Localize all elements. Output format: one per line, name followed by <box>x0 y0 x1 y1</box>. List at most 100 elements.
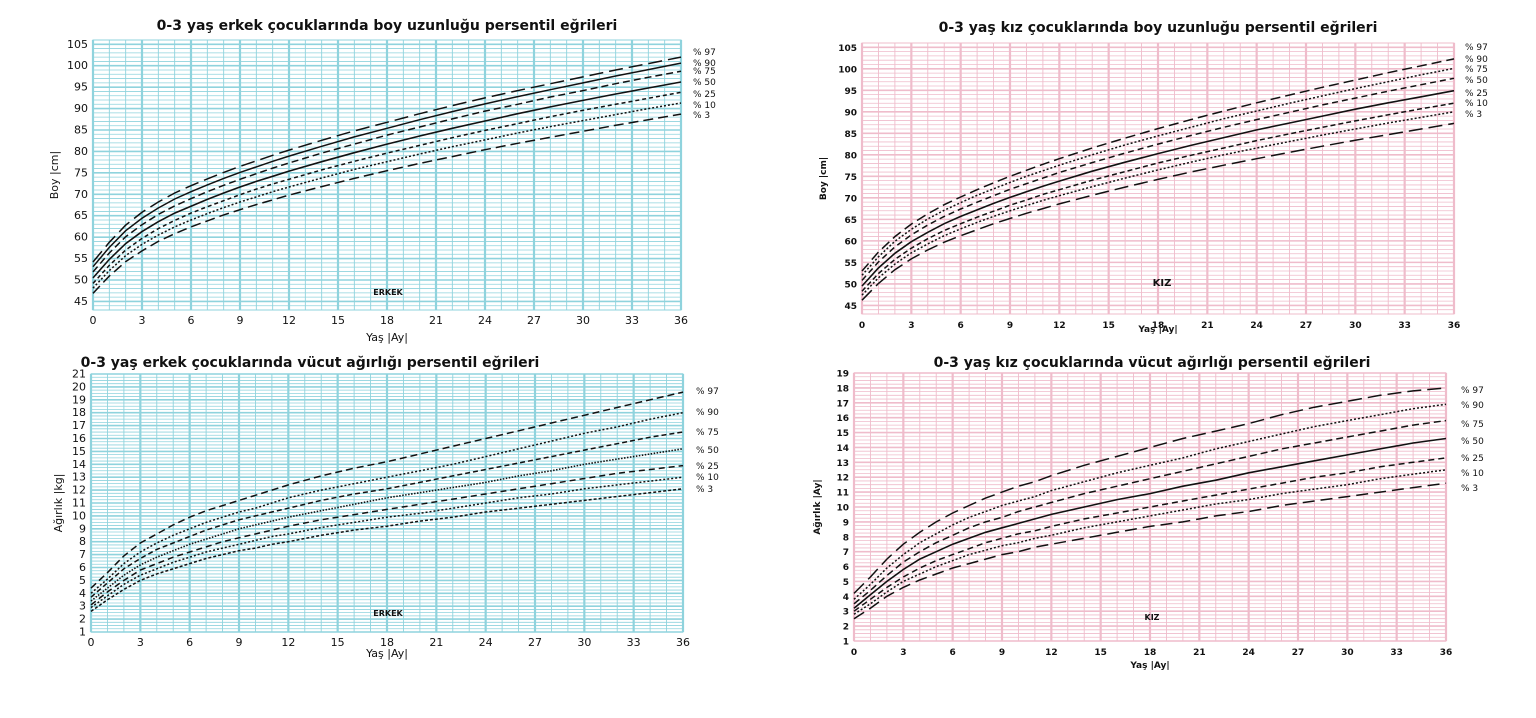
y-tick-label: 12 <box>836 474 849 484</box>
y-tick-label: 70 <box>74 188 88 201</box>
series-line-pp50 <box>861 89 1455 287</box>
legend-label: % 10 <box>1465 99 1488 109</box>
x-tick-label: 15 <box>1102 321 1115 331</box>
x-tick-label: 24 <box>1242 648 1255 658</box>
legend-label: % 97 <box>693 48 716 58</box>
y-tick-label: 19 <box>836 370 849 380</box>
y-tick-label: 45 <box>844 302 857 312</box>
x-axis-label: Yaş |Ay| <box>1129 661 1169 671</box>
series-line-pp50 <box>853 437 1447 609</box>
x-tick-label: 9 <box>1007 321 1013 331</box>
chart-boy-erkek-svg: 0-3 yaş erkek çocuklarında boy uzunluğu … <box>48 18 716 344</box>
y-tick-label: 75 <box>74 166 88 179</box>
y-tick-label: 10 <box>836 504 849 514</box>
y-tick-label: 80 <box>74 145 88 158</box>
y-tick-label: 13 <box>72 471 86 484</box>
chart-boy-kiz-svg: 0-3 yaş kız çocuklarında boy uzunluğu pe… <box>819 20 1488 335</box>
y-tick-label: 55 <box>844 259 857 269</box>
y-tick-label: 5 <box>79 574 86 587</box>
series-line-pp97 <box>90 391 684 589</box>
legend-label: % 97 <box>1465 43 1488 53</box>
x-tick-label: 0 <box>859 321 865 331</box>
x-tick-label: 0 <box>88 636 95 649</box>
x-tick-label: 6 <box>188 314 195 327</box>
legend-label: % 75 <box>696 428 719 438</box>
y-tick-label: 60 <box>74 231 88 244</box>
y-tick-label: 16 <box>836 414 849 424</box>
chart-boy-erkek: 0-3 yaş erkek çocuklarında boy uzunluğu … <box>0 0 760 350</box>
grid <box>89 373 685 633</box>
y-tick-label: 3 <box>843 608 849 618</box>
chart-title: 0-3 yaş erkek çocuklarında boy uzunluğu … <box>157 18 618 34</box>
legend-label: % 75 <box>1465 65 1488 75</box>
sex-tag: ERKEK <box>373 288 403 297</box>
legend-label: % 75 <box>1461 420 1484 430</box>
x-tick-label: 21 <box>1193 648 1206 658</box>
y-tick-label: 85 <box>74 124 88 137</box>
y-tick-label: 60 <box>844 237 857 247</box>
series-line-pp50 <box>90 448 684 602</box>
x-tick-label: 6 <box>950 648 956 658</box>
x-tick-label: 21 <box>1201 321 1214 331</box>
series-line-pp97 <box>861 58 1455 272</box>
series-line-pp25 <box>92 91 682 284</box>
x-tick-label: 12 <box>282 314 296 327</box>
y-tick-label: 4 <box>843 593 849 603</box>
x-tick-label: 15 <box>331 314 345 327</box>
grid <box>860 42 1456 315</box>
y-tick-label: 75 <box>844 173 857 183</box>
series-line-pp25 <box>853 457 1447 612</box>
series-line-pp90 <box>92 62 682 268</box>
y-tick-label: 100 <box>838 65 857 75</box>
x-axis-label: Yaş |Ay| <box>1137 325 1177 335</box>
series-line-pp75 <box>90 431 684 598</box>
x-tick-label: 27 <box>528 636 542 649</box>
x-axis-label: Yaş |Ay| <box>365 331 408 344</box>
y-tick-label: 14 <box>72 458 86 471</box>
x-tick-label: 0 <box>851 648 857 658</box>
series-line-pp10 <box>853 469 1447 615</box>
x-tick-label: 6 <box>186 636 193 649</box>
y-tick-label: 19 <box>72 393 86 406</box>
y-tick-label: 8 <box>843 533 849 543</box>
y-tick-label: 7 <box>843 548 849 558</box>
y-tick-label: 3 <box>79 600 86 613</box>
y-tick-label: 95 <box>844 87 857 97</box>
legend-label: % 3 <box>1461 484 1478 494</box>
legend-label: % 3 <box>696 485 713 495</box>
x-tick-label: 18 <box>1152 321 1165 331</box>
y-tick-label: 20 <box>72 380 86 393</box>
series-line-pp10 <box>90 476 684 609</box>
y-tick-label: 105 <box>838 44 857 54</box>
legend-label: % 50 <box>1465 76 1488 86</box>
y-tick-label: 17 <box>72 419 86 432</box>
x-tick-label: 12 <box>281 636 295 649</box>
y-tick-label: 95 <box>74 81 88 94</box>
y-tick-label: 9 <box>79 522 86 535</box>
x-tick-label: 30 <box>1341 648 1354 658</box>
y-tick-label: 18 <box>836 384 849 394</box>
series-line-pp10 <box>92 102 682 289</box>
x-tick-label: 24 <box>479 636 493 649</box>
x-tick-label: 30 <box>1349 321 1362 331</box>
series-line-pp97 <box>853 387 1447 594</box>
y-tick-label: 8 <box>79 535 86 548</box>
x-tick-label: 9 <box>236 636 243 649</box>
x-tick-label: 3 <box>908 321 914 331</box>
y-tick-label: 1 <box>843 638 849 648</box>
y-tick-label: 70 <box>844 194 857 204</box>
legend-label: % 90 <box>693 59 716 69</box>
y-tick-label: 14 <box>836 444 849 454</box>
y-tick-label: 45 <box>74 295 88 308</box>
x-tick-label: 9 <box>999 648 1005 658</box>
series-line-pp50 <box>92 81 682 279</box>
x-tick-label: 0 <box>90 314 97 327</box>
y-tick-label: 4 <box>79 587 86 600</box>
x-tick-label: 21 <box>429 314 443 327</box>
chart-agirlik-erkek: 0-3 yaş erkek çocuklarında vücut ağırlığ… <box>0 350 760 670</box>
x-tick-label: 6 <box>958 321 964 331</box>
legend-label: % 3 <box>1465 110 1482 120</box>
y-tick-label: 17 <box>836 399 849 409</box>
x-tick-label: 18 <box>380 314 394 327</box>
y-axis-label: Boy |cm| <box>819 157 829 200</box>
